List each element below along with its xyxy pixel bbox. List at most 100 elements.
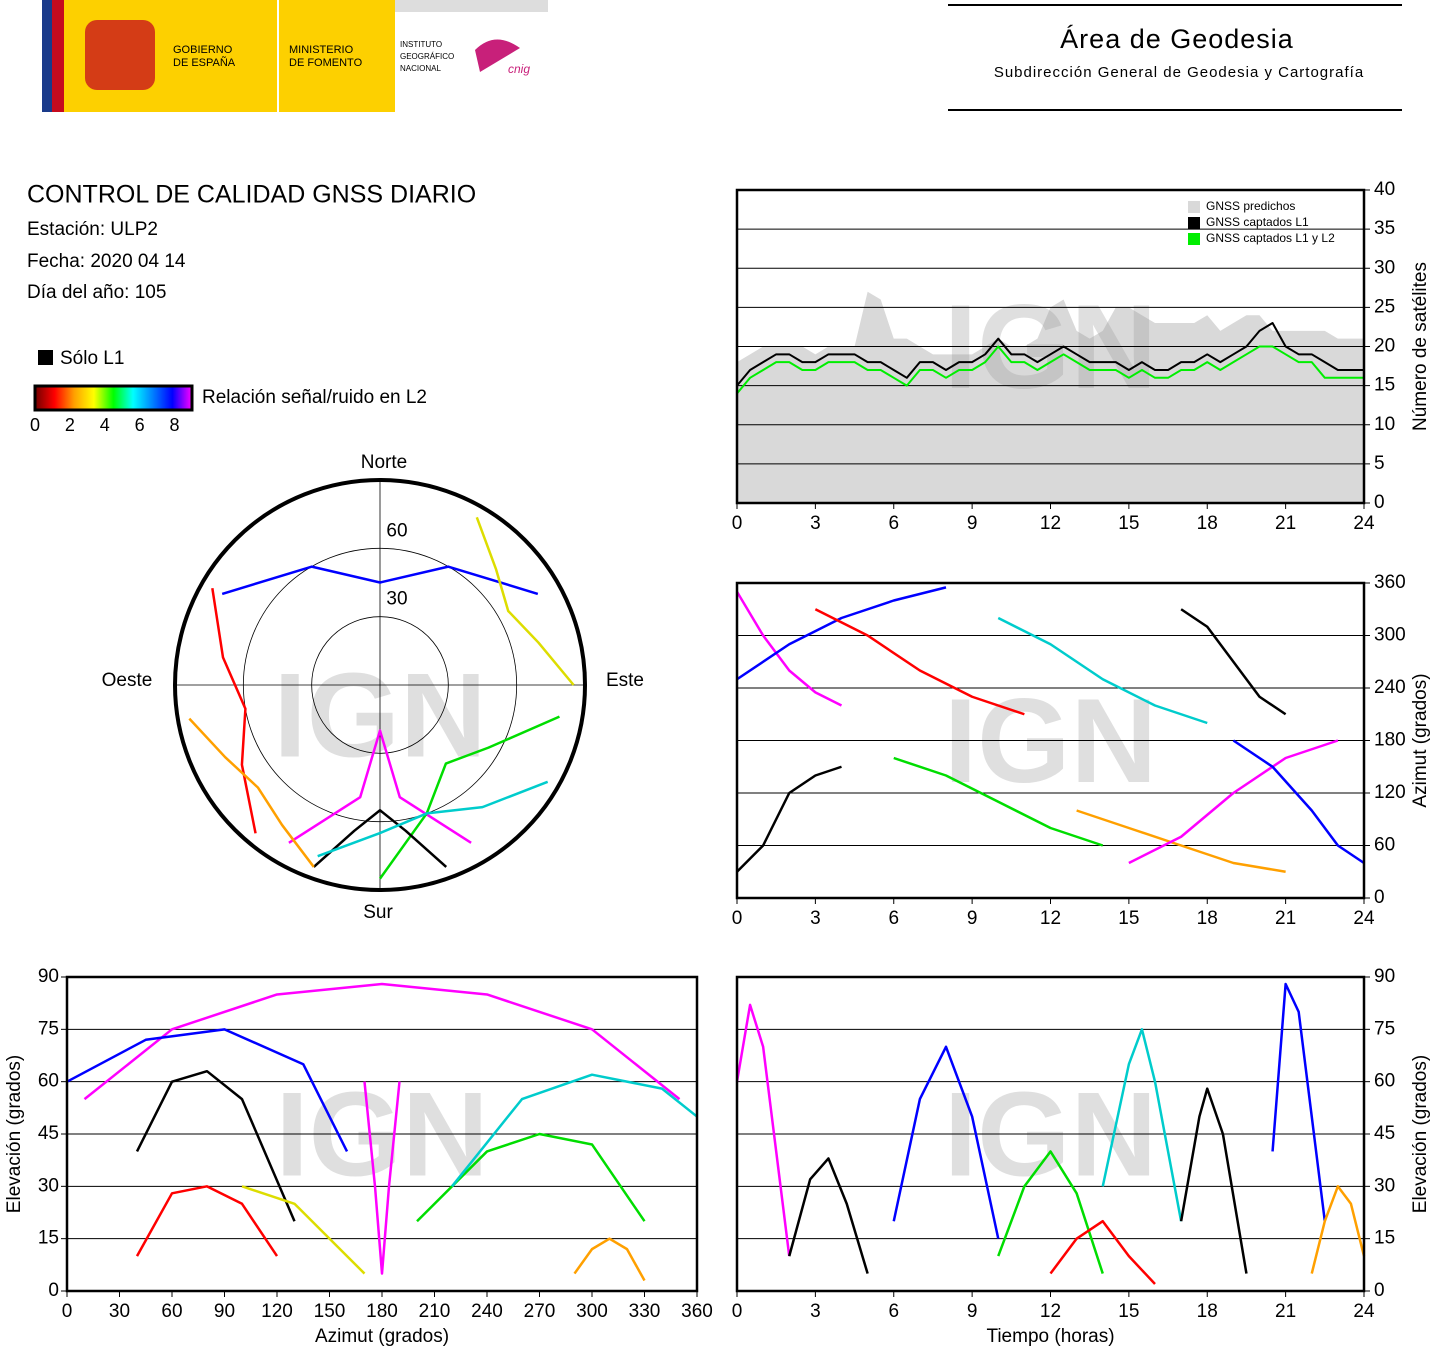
satellite-track [573,1237,646,1282]
y-tick-label: 90 [38,966,59,987]
y-tick-label: 10 [1374,414,1395,435]
x-axis-label: Tiempo (horas) [986,1326,1114,1347]
y-tick-label: 0 [1374,887,1385,908]
x-tick-label: 180 [366,1301,398,1322]
y-axis-label: Elevación (grados) [1410,1055,1431,1213]
colorbar-tick-label: 6 [135,415,145,435]
x-tick-label: 330 [629,1301,661,1322]
satellite-track [736,765,842,873]
y-tick-label: 15 [1374,1228,1395,1249]
logo-text: cnig [508,62,530,76]
y-tick-label: 75 [1374,1018,1395,1039]
x-tick-label: 240 [471,1301,503,1322]
legend-label: GNSS predichos [1206,199,1295,213]
satellite-track [211,588,257,834]
plot-frame [735,975,1366,1293]
y-tick-label: 0 [48,1280,59,1301]
x-tick-label: 18 [1197,513,1218,534]
colorbar-tick-label: 4 [100,415,110,435]
report-line: Estación: ULP2 [27,219,158,240]
satellite-track [997,1150,1104,1274]
watermark: IGN [275,1068,488,1202]
x-tick-label: 0 [62,1301,73,1322]
x-tick-label: 3 [810,513,821,534]
legend-swatch [1188,201,1200,213]
x-tick-label: 6 [888,1301,899,1322]
x-tick-label: 21 [1275,908,1296,929]
x-tick-label: 9 [967,513,978,534]
legend-swatch [1188,233,1200,245]
y-tick-label: 300 [1374,625,1406,646]
x-tick-label: 24 [1353,908,1375,929]
satellite-track [475,516,575,686]
satellite-track [288,729,472,844]
x-tick-label: 9 [967,1301,978,1322]
satellite-track [788,1157,869,1274]
satellite-track [135,1185,279,1257]
x-tick-label: 6 [888,908,899,929]
y-tick-label: 45 [1374,1123,1395,1144]
satellite-track [1232,739,1365,865]
header-subtitle: Subdirección General de Geodesia y Carto… [994,64,1364,81]
x-tick-label: 90 [214,1301,235,1322]
direction-label: Este [606,670,644,691]
plot-frame [65,975,699,1293]
x-axis-label: Azimut (grados) [315,1326,449,1347]
y-tick-label: 25 [1374,296,1395,317]
satellite-track [416,1132,646,1223]
y-tick-label: 15 [38,1228,59,1249]
y-axis-label: Elevación (grados) [4,1055,25,1213]
report-title: CONTROL DE CALIDAD GNSS DIARIO [27,181,476,209]
logo-bar [395,0,548,12]
satellite-track [1310,1185,1366,1274]
colorbar [33,384,194,412]
x-tick-label: 210 [419,1301,451,1322]
y-tick-label: 360 [1374,572,1406,593]
line [736,345,1364,395]
satellite-track [241,1185,366,1275]
x-tick-label: 300 [576,1301,608,1322]
y-tick-label: 180 [1374,730,1406,751]
y-tick-label: 30 [38,1175,59,1196]
y-axis-label: Azimut (grados) [1410,673,1431,807]
satellite-track [1101,1028,1183,1222]
logo-text: DE FOMENTO [289,57,363,69]
plot-frame [735,581,1366,900]
x-tick-label: 0 [732,513,743,534]
x-tick-label: 21 [1275,513,1296,534]
satellite-track [312,809,448,868]
y-axis-label: Número de satélites [1410,262,1431,431]
x-tick-label: 21 [1275,1301,1296,1322]
elevation-ring [242,547,518,823]
y-tick-label: 60 [38,1071,59,1092]
x-tick-label: 24 [1353,513,1375,534]
satellite-track [893,756,1104,847]
x-tick-label: 6 [888,513,899,534]
x-tick-label: 18 [1197,1301,1218,1322]
satellite-track [1049,1219,1156,1285]
x-tick-label: 0 [732,1301,743,1322]
legend-swatch [38,350,53,365]
cnig-logo [475,39,520,72]
x-tick-label: 30 [109,1301,130,1322]
logo-text: DE ESPAÑA [173,56,236,69]
y-tick-label: 40 [1374,179,1395,200]
y-tick-label: 20 [1374,336,1395,357]
x-tick-label: 360 [681,1301,713,1322]
legend-label: Relación señal/ruido en L2 [202,387,427,408]
direction-label: Oeste [102,670,153,691]
flag-stripe [42,0,52,112]
watermark: IGN [944,674,1157,808]
satellite-track [814,608,1025,716]
line [736,322,1364,387]
y-tick-label: 120 [1374,782,1406,803]
x-tick-label: 3 [810,1301,821,1322]
y-tick-label: 75 [38,1018,59,1039]
x-tick-label: 15 [1118,513,1139,534]
satellite-track [735,591,843,707]
satellite-track [1179,1087,1248,1274]
report-line: Fecha: 2020 04 14 [27,251,186,272]
logo-text: INSTITUTO [400,40,442,49]
colorbar-tick-label: 8 [170,415,180,435]
